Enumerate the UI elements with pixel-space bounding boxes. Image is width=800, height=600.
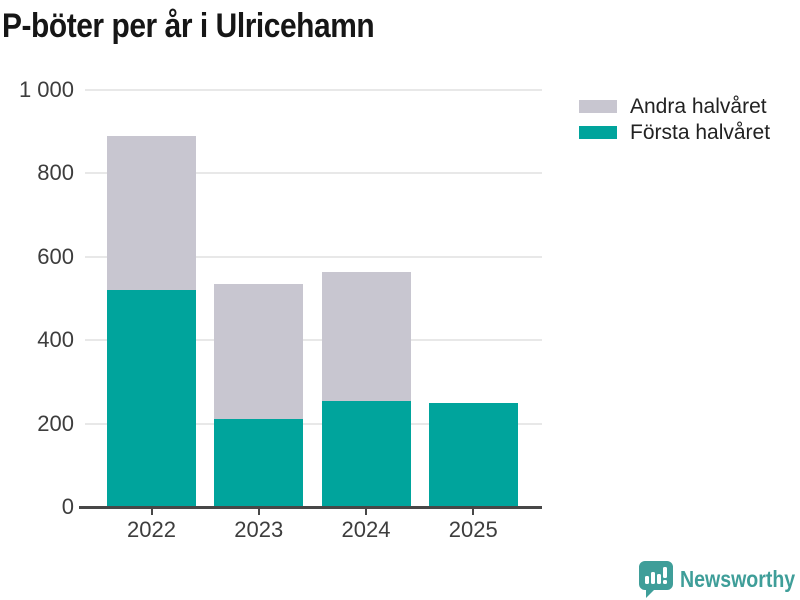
- gridline-600: [85, 255, 542, 258]
- y-axis-tick-label: 800: [37, 160, 74, 186]
- gridline-400: [85, 339, 542, 342]
- x-axis-tick-2025: [472, 508, 475, 515]
- gridline-1000: [85, 89, 542, 91]
- legend-swatch-forsta-halvaret: [579, 126, 617, 139]
- x-axis-label-2025: 2025: [448, 517, 498, 542]
- chart-legend: Andra halvåret Första halvåret: [579, 96, 770, 152]
- bar-segment-2022-första-halvåret: [107, 290, 196, 507]
- y-axis-tick-label: 600: [37, 243, 74, 269]
- bar-segment-2022-andra-halvåret: [107, 135, 196, 291]
- x-axis-tick-2024: [365, 508, 367, 515]
- x-axis-label-2024: 2024: [341, 517, 391, 542]
- newsworthy-logo-icon: [639, 561, 673, 598]
- y-axis-tick-label: 200: [37, 410, 74, 436]
- legend-label: Andra halvåret: [630, 95, 767, 118]
- x-axis-tick-2023: [257, 508, 260, 515]
- gridline-200: [85, 422, 542, 425]
- y-axis-tick-label: 0: [61, 494, 74, 519]
- legend-label: Första halvåret: [630, 121, 771, 144]
- bar-segment-2024-andra-halvåret: [321, 272, 411, 402]
- bar-segment-2023-första-halvåret: [214, 419, 304, 507]
- x-axis-label-2022: 2022: [127, 517, 176, 542]
- gridline-800: [85, 172, 542, 175]
- x-axis-label-2023: 2023: [234, 517, 284, 542]
- bar-segment-2023-andra-halvåret: [214, 283, 304, 420]
- y-axis-tick-label: 1 000: [18, 77, 74, 102]
- legend-item-forsta-halvaret: Första halvåret: [579, 122, 770, 143]
- x-axis-line: [79, 506, 542, 509]
- bar-segment-2024-första-halvåret: [321, 401, 411, 507]
- legend-swatch-andra-halvaret: [579, 100, 617, 113]
- chart-title: P-böter per år i Ulricehamn: [2, 7, 375, 45]
- x-axis-tick-2022: [150, 508, 153, 515]
- legend-item-andra-halvaret: Andra halvåret: [579, 96, 770, 117]
- newsworthy-logo-text: Newsworthy: [680, 566, 796, 592]
- newsworthy-branding: Newsworthy: [639, 561, 800, 598]
- bar-segment-2025-första-halvåret: [428, 402, 518, 507]
- y-axis-tick-label: 400: [37, 327, 74, 353]
